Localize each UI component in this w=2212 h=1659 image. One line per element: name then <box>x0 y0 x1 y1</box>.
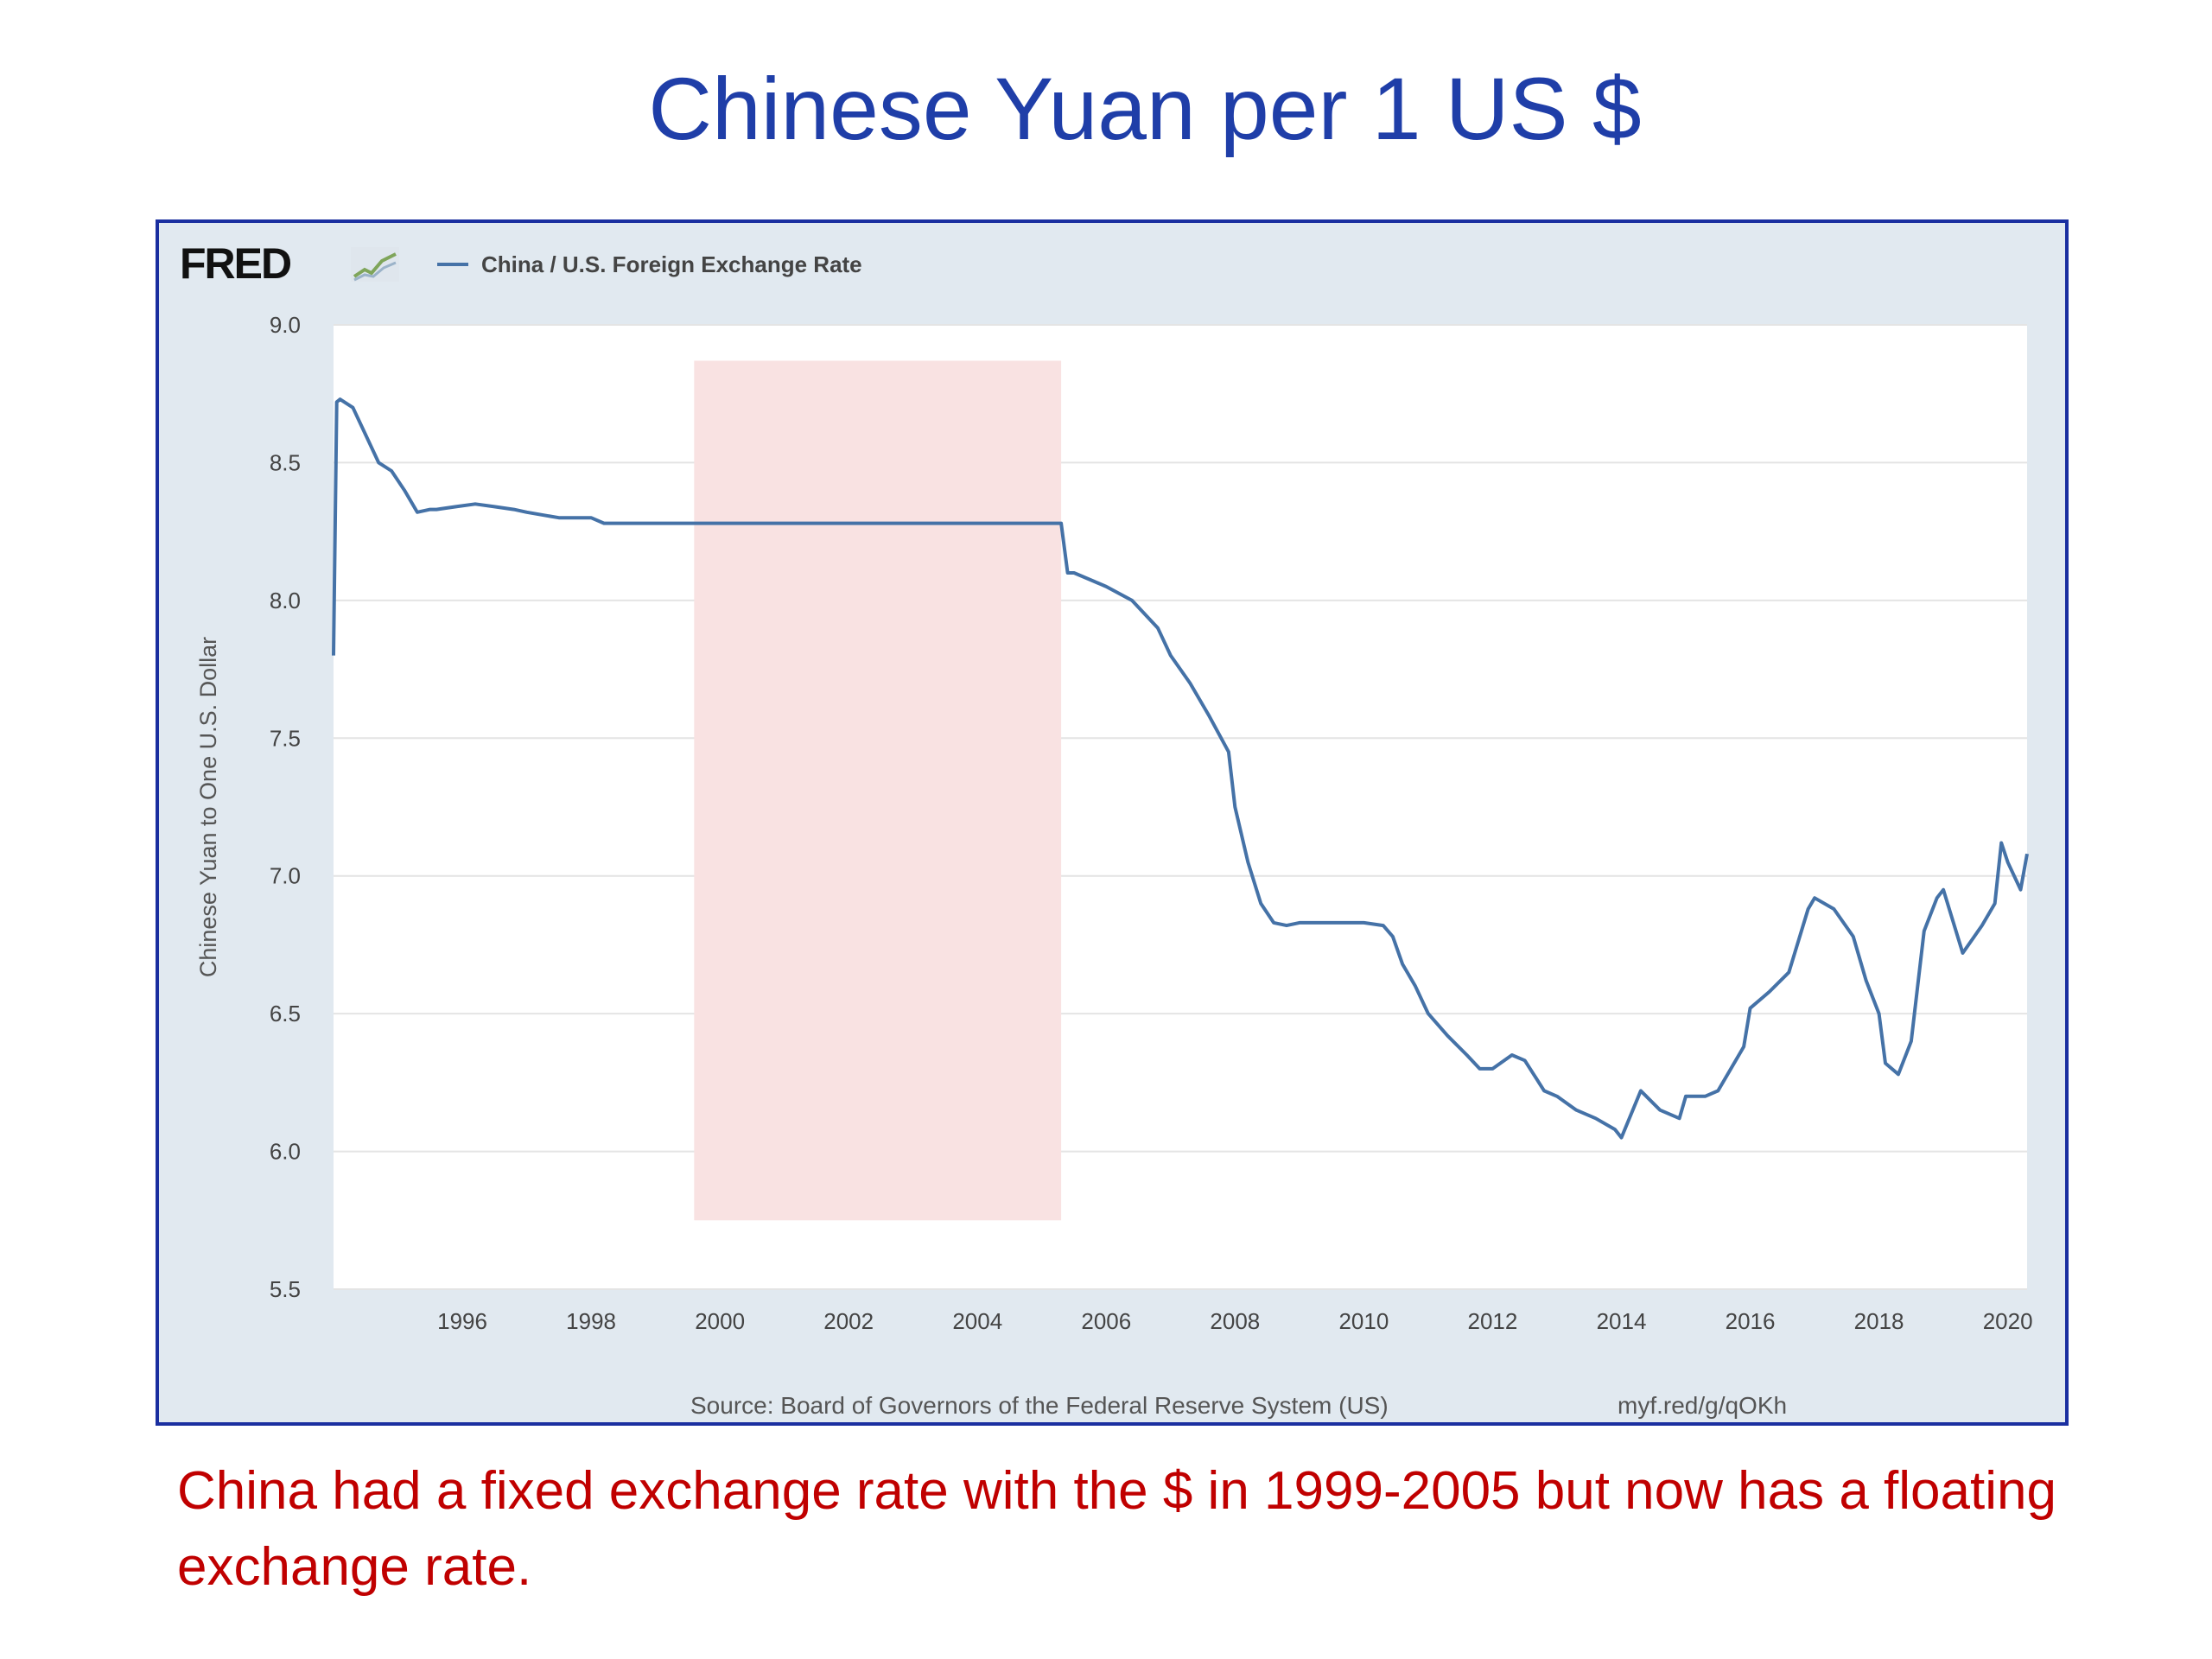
legend-label: China / U.S. Foreign Exchange Rate <box>481 251 862 277</box>
y-tick-label: 7.5 <box>270 725 301 751</box>
y-tick-label: 8.5 <box>270 449 301 475</box>
short-url-link[interactable]: myf.red/g/qOKh <box>1618 1392 1787 1419</box>
x-tick-label: 2012 <box>1468 1308 1518 1334</box>
fixed-rate-highlight <box>694 360 1062 1221</box>
x-axis-ticks: 1996 1998 2000 2002 2004 2006 2008 2010 2012 2014… <box>437 1308 2032 1334</box>
x-tick-label: 1996 <box>437 1308 487 1334</box>
x-tick-label: 2006 <box>1081 1308 1131 1334</box>
x-tick-label: 2018 <box>1854 1308 1904 1334</box>
x-tick-label: 1998 <box>566 1308 616 1334</box>
x-tick-label: 2008 <box>1210 1308 1260 1334</box>
x-tick-label: 2016 <box>1726 1308 1776 1334</box>
plot-area <box>334 325 2027 1289</box>
fred-chart-frame: FRED China / U.S. Foreign Exchange Rate … <box>156 219 2069 1426</box>
source-text: Source: Board of Governors of the Federa… <box>690 1392 1389 1419</box>
series-line <box>332 397 2029 1140</box>
fred-logo[interactable]: FRED <box>180 239 399 288</box>
slide-title: Chinese Yuan per 1 US $ <box>648 60 1642 158</box>
fred-chart: FRED China / U.S. Foreign Exchange Rate … <box>180 239 2033 1419</box>
x-tick-label: 2014 <box>1597 1308 1647 1334</box>
fred-logo-text: FRED <box>180 239 291 288</box>
line-graph-icon <box>351 247 399 282</box>
x-tick-label: 2000 <box>695 1308 745 1334</box>
y-axis-label: Chinese Yuan to One U.S. Dollar <box>195 637 221 977</box>
y-tick-label: 9.0 <box>270 312 301 338</box>
y-tick-label: 7.0 <box>270 863 301 889</box>
x-tick-label: 2020 <box>1983 1308 2033 1334</box>
x-tick-label: 2004 <box>952 1308 1002 1334</box>
legend: China / U.S. Foreign Exchange Rate <box>437 251 862 277</box>
y-axis-ticks: 5.5 6.0 6.5 7.0 7.5 8.0 8.5 9.0 <box>270 312 301 1302</box>
y-tick-label: 6.0 <box>270 1139 301 1165</box>
y-tick-label: 6.5 <box>270 1001 301 1027</box>
y-tick-label: 5.5 <box>270 1276 301 1302</box>
slide-caption: China had a fixed exchange rate with the… <box>177 1461 2056 1597</box>
y-tick-label: 8.0 <box>270 588 301 613</box>
x-tick-label: 2002 <box>823 1308 874 1334</box>
x-tick-label: 2010 <box>1338 1308 1389 1334</box>
gridlines <box>334 324 2027 1290</box>
